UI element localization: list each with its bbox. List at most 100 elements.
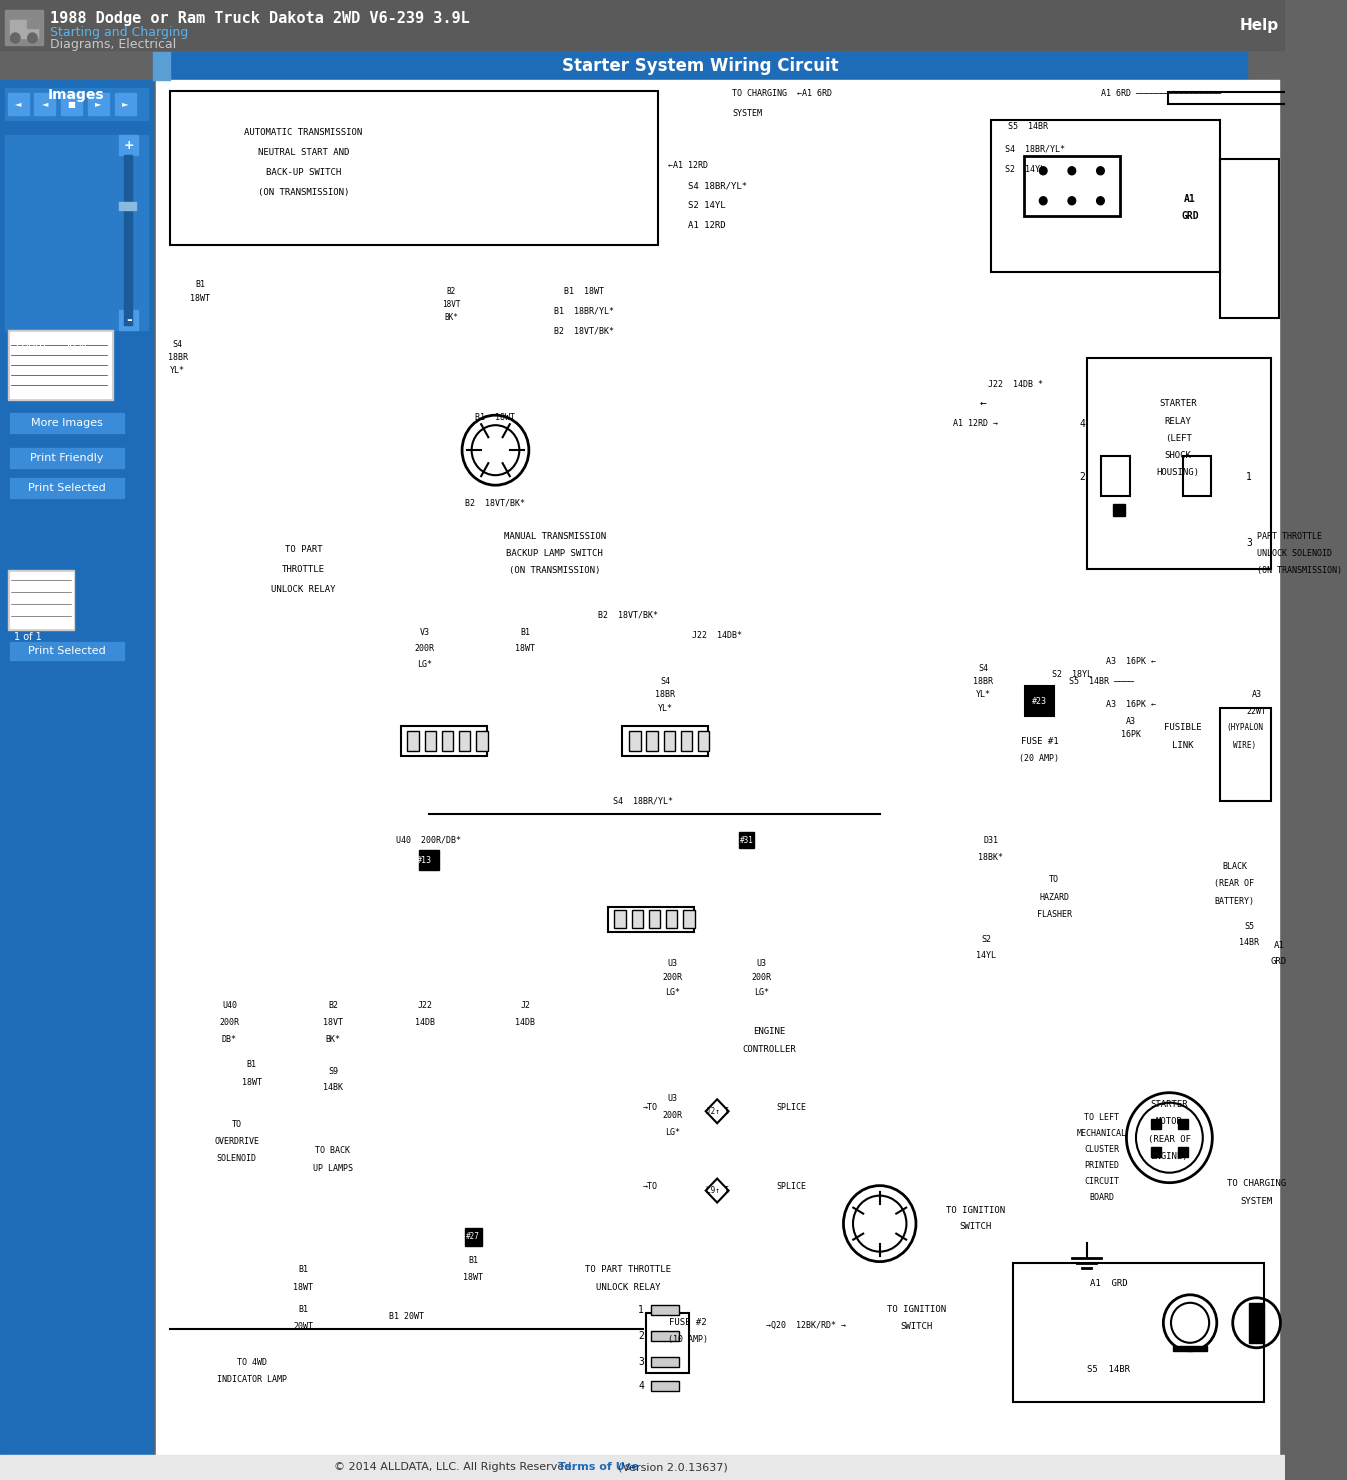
Text: HAZARD: HAZARD — [1039, 892, 1070, 901]
Text: S4  18BR/YL*: S4 18BR/YL* — [1005, 144, 1065, 154]
Bar — [1113, 505, 1125, 517]
Bar — [459, 731, 470, 750]
Text: 1: 1 — [638, 1304, 644, 1314]
Bar — [152, 52, 1247, 80]
Text: A3: A3 — [1251, 690, 1262, 699]
Bar — [1152, 1119, 1161, 1129]
Text: NEUTRAL START AND: NEUTRAL START AND — [257, 148, 349, 157]
Bar — [614, 910, 626, 928]
Bar — [651, 1304, 679, 1314]
Bar — [683, 910, 695, 928]
Text: S4  18BR/YL*: S4 18BR/YL* — [613, 796, 674, 805]
Text: 16PK: 16PK — [1121, 730, 1141, 739]
Text: 18BK*: 18BK* — [978, 852, 1004, 861]
Bar — [170, 90, 659, 246]
Bar — [114, 93, 136, 115]
Text: DB*: DB* — [222, 1036, 237, 1045]
Text: SWITCH: SWITCH — [959, 1222, 991, 1231]
Bar — [1219, 707, 1272, 801]
Bar — [651, 1357, 679, 1368]
Text: BACKUP LAMP SWITCH: BACKUP LAMP SWITCH — [506, 549, 603, 558]
Text: (REAR OF: (REAR OF — [1215, 879, 1254, 888]
Text: TO: TO — [232, 1120, 242, 1129]
Text: (ON TRANSMISSION): (ON TRANSMISSION) — [257, 188, 349, 197]
Bar — [1025, 687, 1053, 716]
Text: J2↑ I: J2↑ I — [706, 1107, 729, 1116]
Text: A1 12RD: A1 12RD — [687, 221, 725, 229]
Text: SYSTEM: SYSTEM — [731, 108, 762, 117]
Text: B1 20WT: B1 20WT — [389, 1311, 424, 1320]
Bar — [0, 0, 1285, 50]
Bar — [401, 727, 486, 756]
Text: B2: B2 — [446, 287, 455, 296]
Text: 200R: 200R — [752, 974, 772, 983]
Text: 18WT: 18WT — [190, 293, 210, 302]
Text: 18WT: 18WT — [241, 1077, 261, 1086]
Text: 18BR: 18BR — [973, 676, 993, 687]
Text: ENGINE: ENGINE — [753, 1027, 785, 1036]
Text: CIRCUIT: CIRCUIT — [1084, 1177, 1119, 1185]
Text: (LEFT: (LEFT — [1165, 434, 1192, 443]
Text: THROTTLE: THROTTLE — [282, 565, 325, 574]
Text: STARTER: STARTER — [1150, 1100, 1188, 1109]
Text: B1: B1 — [469, 1257, 478, 1265]
Text: (20 AMP): (20 AMP) — [1020, 753, 1059, 762]
Bar — [698, 731, 710, 750]
Text: S5  14BR: S5 14BR — [1008, 121, 1048, 130]
Text: INDICATOR LAMP: INDICATOR LAMP — [217, 1375, 287, 1384]
Text: →Q20  12BK/RD* →: →Q20 12BK/RD* → — [766, 1322, 846, 1331]
Bar — [1219, 160, 1278, 318]
Bar — [5, 87, 148, 120]
Bar — [9, 478, 124, 497]
Text: S4: S4 — [660, 676, 671, 687]
Circle shape — [1040, 167, 1047, 175]
Text: UNLOCK RELAY: UNLOCK RELAY — [271, 585, 335, 593]
Text: A1: A1 — [1273, 941, 1284, 950]
Text: B1: B1 — [520, 628, 529, 638]
Text: J2: J2 — [520, 1000, 529, 1009]
Text: TO PART: TO PART — [284, 545, 322, 554]
Bar — [1013, 1264, 1263, 1402]
Text: A1 12RD →: A1 12RD → — [954, 419, 998, 428]
Text: 200R: 200R — [415, 644, 435, 653]
Text: #27: #27 — [466, 1233, 481, 1242]
Text: CLUSTER: CLUSTER — [1084, 1146, 1119, 1154]
Text: Zoom:: Zoom: — [15, 340, 50, 349]
Text: SYSTEM: SYSTEM — [1241, 1197, 1273, 1206]
Bar — [990, 120, 1219, 272]
Bar — [35, 93, 55, 115]
Bar — [645, 1313, 688, 1372]
Text: S5  14BR ────: S5 14BR ──── — [1070, 676, 1134, 687]
Text: J22: J22 — [418, 1000, 432, 1009]
Text: L9↑ I: L9↑ I — [706, 1185, 729, 1194]
Bar — [120, 135, 139, 155]
Text: U3: U3 — [668, 959, 678, 968]
Text: ←A1 12RD: ←A1 12RD — [668, 161, 707, 170]
Text: BOARD: BOARD — [1088, 1193, 1114, 1202]
Text: WIRE): WIRE) — [1234, 740, 1257, 749]
Text: SPLICE: SPLICE — [776, 1103, 806, 1111]
Text: © 2014 ALLDATA, LLC. All Rights Reserved.: © 2014 ALLDATA, LLC. All Rights Reserved… — [334, 1462, 575, 1473]
Circle shape — [1096, 167, 1105, 175]
Text: A1 6RD ─────────────────: A1 6RD ───────────────── — [1100, 89, 1220, 98]
Text: (ON TRANSMISSION): (ON TRANSMISSION) — [1257, 565, 1342, 576]
Text: A3  16PK ←: A3 16PK ← — [1106, 700, 1156, 709]
Bar — [651, 1331, 679, 1341]
Text: FUSIBLE: FUSIBLE — [1164, 724, 1202, 733]
Text: B2  18VT/BK*: B2 18VT/BK* — [554, 327, 614, 336]
Text: (Version 2.0.13637): (Version 2.0.13637) — [610, 1462, 727, 1473]
Text: UNLOCK SOLENOID: UNLOCK SOLENOID — [1257, 549, 1332, 558]
Text: YL*: YL* — [170, 367, 186, 376]
Text: ◄: ◄ — [15, 99, 22, 108]
Text: LG*: LG* — [418, 660, 432, 669]
Circle shape — [28, 33, 38, 43]
Text: 18WT: 18WT — [294, 1283, 314, 1292]
Text: 18WT: 18WT — [515, 644, 535, 653]
Text: J22  14DB *: J22 14DB * — [989, 379, 1043, 389]
Bar — [152, 52, 170, 80]
Text: S2  14YL: S2 14YL — [1005, 166, 1045, 175]
Text: RELAY: RELAY — [1165, 416, 1192, 426]
Bar — [424, 731, 436, 750]
Text: U3: U3 — [668, 1094, 678, 1103]
Bar — [0, 80, 152, 1455]
